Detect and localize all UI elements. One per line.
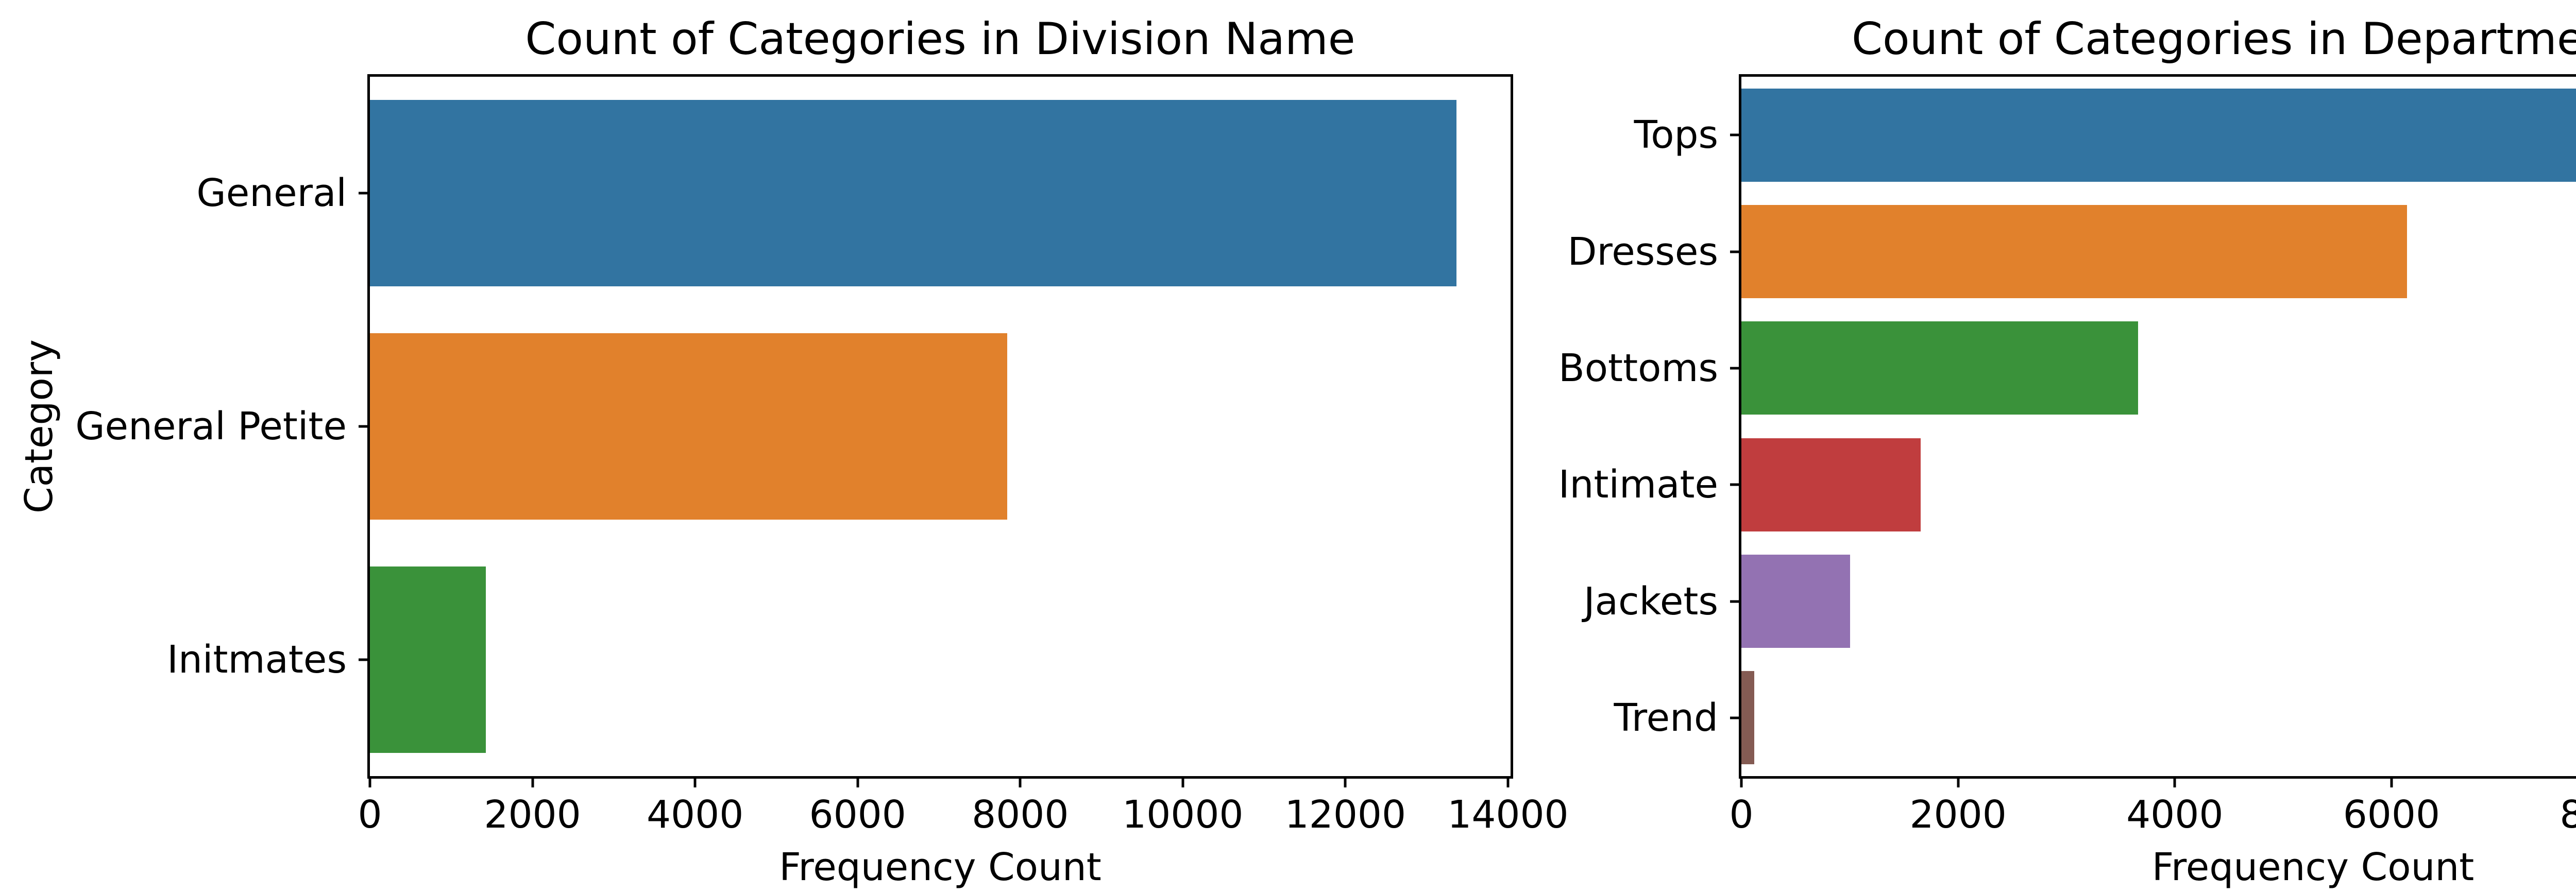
category-label-trend: Trend: [1614, 695, 1718, 740]
y-tick-mark: [1730, 600, 1741, 603]
x-tick-mark: [2390, 776, 2393, 787]
x-tick-label-4000: 4000: [2126, 793, 2224, 837]
category-label-general: General: [196, 171, 347, 216]
x-tick-mark: [1740, 776, 1743, 787]
x-tick-mark: [1019, 776, 1022, 787]
y-tick-mark: [1730, 133, 1741, 136]
bar-tops: [1741, 88, 2576, 182]
x-tick-mark: [1344, 776, 1347, 787]
y-tick-mark: [1730, 367, 1741, 370]
category-label-general-petite: General Petite: [75, 404, 347, 449]
category-label-bottoms: Bottoms: [1558, 346, 1718, 390]
category-label-intimate: Intimate: [1558, 462, 1718, 507]
bar-dresses: [1741, 204, 2408, 299]
category-label-initmates: Initmates: [167, 637, 347, 682]
x-tick-label-6000: 6000: [809, 793, 906, 837]
bar-trend: [1741, 671, 1754, 765]
y-tick-mark: [1730, 716, 1741, 719]
x-tick-label-4000: 4000: [646, 793, 744, 837]
x-tick-mark: [856, 776, 859, 787]
x-tick-label-8000: 8000: [2560, 793, 2576, 837]
x-tick-label-8000: 8000: [972, 793, 1069, 837]
y-tick-mark: [359, 658, 370, 661]
department-name-chart: Count of Categories in Department Name F…: [1558, 17, 2576, 886]
x-tick-label-14000: 14000: [1447, 793, 1569, 837]
x-tick-label-10000: 10000: [1122, 793, 1244, 837]
category-label-dresses: Dresses: [1567, 229, 1719, 274]
bar-bottoms: [1741, 321, 2139, 415]
chart-title: Count of Categories in Department Name: [1851, 13, 2576, 65]
x-tick-label-0: 0: [358, 793, 382, 837]
x-tick-mark: [1957, 776, 1960, 787]
y-tick-mark: [1730, 483, 1741, 486]
x-tick-mark: [1181, 776, 1184, 787]
x-tick-label-0: 0: [1729, 793, 1754, 837]
bar-intimate: [1741, 438, 1921, 531]
x-tick-mark: [1506, 776, 1510, 787]
chart-title: Count of Categories in Division Name: [525, 13, 1355, 65]
bar-jackets: [1741, 554, 1850, 648]
bar-general-petite: [370, 333, 1007, 520]
x-tick-mark: [693, 776, 697, 787]
y-tick-mark: [1730, 250, 1741, 253]
y-axis-label: Category: [17, 339, 61, 514]
x-tick-mark: [368, 776, 371, 787]
x-tick-label-6000: 6000: [2343, 793, 2441, 837]
x-axis-label: Frequency Count: [2151, 845, 2475, 889]
x-tick-label-2000: 2000: [1909, 793, 2007, 837]
bar-general: [370, 100, 1456, 287]
x-tick-mark: [531, 776, 534, 787]
category-label-tops: Tops: [1634, 113, 1718, 158]
x-tick-label-12000: 12000: [1284, 793, 1406, 837]
x-tick-label-2000: 2000: [484, 793, 581, 837]
x-axis-label: Frequency Count: [779, 845, 1101, 889]
x-tick-mark: [2173, 776, 2176, 787]
division-name-chart: Count of Categories in Division Name Fre…: [17, 17, 1569, 886]
y-tick-mark: [359, 425, 370, 428]
bar-initmates: [370, 566, 486, 753]
category-label-jackets: Jackets: [1583, 579, 1718, 624]
y-tick-mark: [359, 192, 370, 195]
